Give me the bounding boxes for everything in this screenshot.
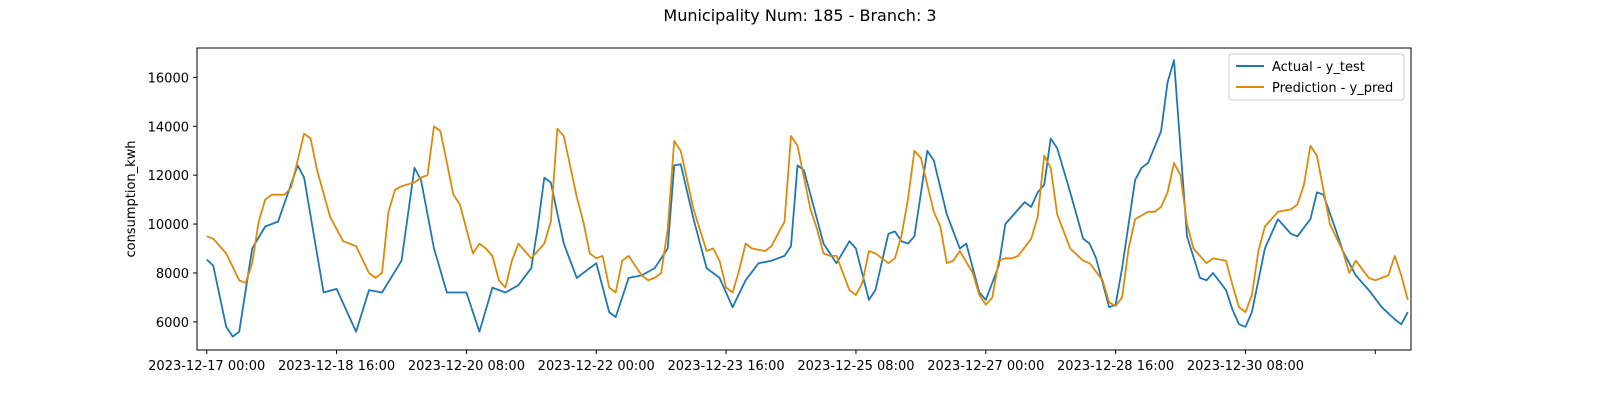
series-line-prediction [206, 125, 1409, 313]
x-tick-label: 2023-12-20 08:00 [408, 359, 525, 374]
x-tick-label: 2023-12-22 00:00 [538, 359, 655, 374]
x-tick-label: 2023-12-17 00:00 [148, 359, 265, 374]
plot-area [196, 47, 1412, 351]
y-axis-label: consumption_kwh [124, 140, 139, 257]
legend-label-actual: Actual - y_test [1272, 60, 1365, 75]
x-tick-label: 2023-12-27 00:00 [927, 359, 1044, 374]
series-line-actual [206, 59, 1409, 338]
chart-title: Municipality Num: 185 - Branch: 3 [663, 6, 937, 25]
legend-box [1228, 53, 1405, 101]
x-tick-label: 2023-12-30 08:00 [1187, 359, 1304, 374]
x-tick-label: 2023-12-23 16:00 [668, 359, 785, 374]
y-tick-label: 10000 [148, 218, 189, 233]
legend: Actual - y_test Prediction - y_pred [1228, 53, 1405, 101]
y-tick-label: 16000 [148, 71, 189, 86]
x-axis: 2023-12-17 00:00 2023-12-18 16:00 2023-12-… [148, 350, 1376, 374]
y-axis: 6000 8000 10000 12000 14000 16000 [148, 71, 197, 331]
y-tick-label: 6000 [156, 316, 189, 331]
x-tick-label: 2023-12-25 08:00 [797, 359, 914, 374]
legend-label-prediction: Prediction - y_pred [1272, 81, 1393, 96]
y-tick-label: 12000 [148, 169, 189, 184]
y-tick-label: 8000 [156, 267, 189, 282]
y-tick-label: 14000 [148, 120, 189, 135]
x-tick-label: 2023-12-28 16:00 [1057, 359, 1174, 374]
series-lines [206, 59, 1409, 338]
x-tick-label: 2023-12-18 16:00 [278, 359, 395, 374]
